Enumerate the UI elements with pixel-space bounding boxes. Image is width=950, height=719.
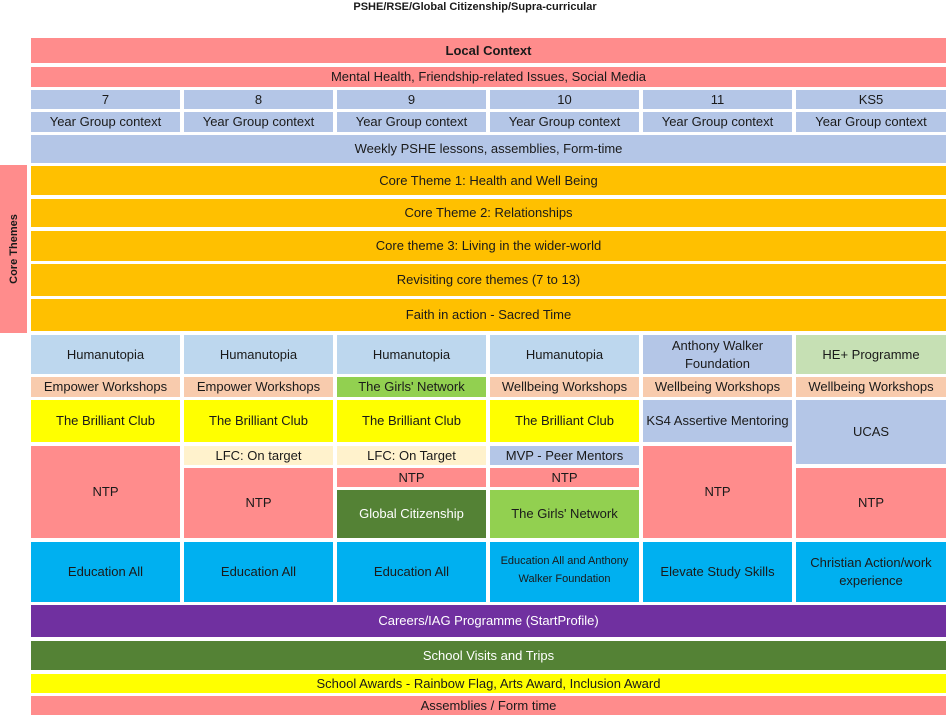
ks5-ntp: NTP [796, 468, 946, 538]
core-themes-side-label: Core Themes [0, 165, 27, 333]
year-10-header: 10 [490, 90, 639, 109]
year-8-context: Year Group context [184, 112, 333, 132]
faith-in-action: Faith in action - Sacred Time [31, 299, 946, 331]
year-8-empower-workshops: Empower Workshops [184, 377, 333, 397]
year-11-header: 11 [643, 90, 792, 109]
ks5-header: KS5 [796, 90, 946, 109]
year-9-header: 9 [337, 90, 486, 109]
year-9-ntp: NTP [337, 468, 486, 487]
school-visits-trips: School Visits and Trips [31, 641, 946, 670]
year-11-ntp: NTP [643, 446, 792, 538]
year-11-context: Year Group context [643, 112, 792, 132]
year-8-education-all: Education All [184, 542, 333, 602]
year-7-education-all: Education All [31, 542, 180, 602]
page-title: PSHE/RSE/Global Citizenship/Supra-curric… [353, 1, 597, 13]
year-8-lfc-on-target: LFC: On target [184, 446, 333, 465]
ks5-context: Year Group context [796, 112, 946, 132]
revisiting-themes: Revisiting core themes (7 to 13) [31, 264, 946, 296]
weekly-pshe: Weekly PSHE lessons, assemblies, Form-ti… [31, 135, 946, 163]
ks5-christian-action: Christian Action/work experience [796, 542, 946, 602]
year-8-brilliant-club: The Brilliant Club [184, 400, 333, 442]
core-theme-2: Core Theme 2: Relationships [31, 199, 946, 227]
core-theme-3: Core theme 3: Living in the wider-world [31, 231, 946, 261]
ks5-wellbeing-workshops: Wellbeing Workshops [796, 377, 946, 397]
year-11-assertive-mentoring: KS4 Assertive Mentoring [643, 400, 792, 442]
year-10-wellbeing-workshops: Wellbeing Workshops [490, 377, 639, 397]
year-9-lfc-on-target: LFC: On Target [337, 446, 486, 465]
year-9-global-citizenship: Global Citizenship [337, 490, 486, 538]
year-7-ntp: NTP [31, 446, 180, 538]
local-context-header: Local Context [31, 38, 946, 63]
year-8-header: 8 [184, 90, 333, 109]
year-7-context: Year Group context [31, 112, 180, 132]
year-9-brilliant-club: The Brilliant Club [337, 400, 486, 442]
year-11-elevate-study-skills: Elevate Study Skills [643, 542, 792, 602]
year-8-humanutopia: Humanutopia [184, 335, 333, 374]
year-9-context: Year Group context [337, 112, 486, 132]
year-9-humanutopia: Humanutopia [337, 335, 486, 374]
year-8-ntp: NTP [184, 468, 333, 538]
year-9-girls-network: The Girls' Network [337, 377, 486, 397]
ks5-he-plus-programme: HE+ Programme [796, 335, 946, 374]
year-11-wellbeing-workshops: Wellbeing Workshops [643, 377, 792, 397]
year-7-empower-workshops: Empower Workshops [31, 377, 180, 397]
year-10-context: Year Group context [490, 112, 639, 132]
year-10-humanutopia: Humanutopia [490, 335, 639, 374]
year-7-humanutopia: Humanutopia [31, 335, 180, 374]
ks5-ucas: UCAS [796, 400, 946, 464]
careers-iag-programme: Careers/IAG Programme (StartProfile) [31, 605, 946, 637]
school-awards: School Awards - Rainbow Flag, Arts Award… [31, 674, 946, 693]
year-9-education-all: Education All [337, 542, 486, 602]
year-10-mvp-peer-mentors: MVP - Peer Mentors [490, 446, 639, 465]
year-10-education-all-anthony-walker: Education All and Anthony Walker Foundat… [490, 542, 639, 602]
core-theme-1: Core Theme 1: Health and Well Being [31, 166, 946, 195]
year-7-header: 7 [31, 90, 180, 109]
year-10-brilliant-club: The Brilliant Club [490, 400, 639, 442]
year-10-ntp: NTP [490, 468, 639, 487]
year-10-girls-network: The Girls' Network [490, 490, 639, 538]
year-11-anthony-walker-foundation: Anthony Walker Foundation [643, 335, 792, 374]
year-7-brilliant-club: The Brilliant Club [31, 400, 180, 442]
local-issues: Mental Health, Friendship-related Issues… [31, 67, 946, 87]
assemblies-form-time: Assemblies / Form time [31, 696, 946, 715]
